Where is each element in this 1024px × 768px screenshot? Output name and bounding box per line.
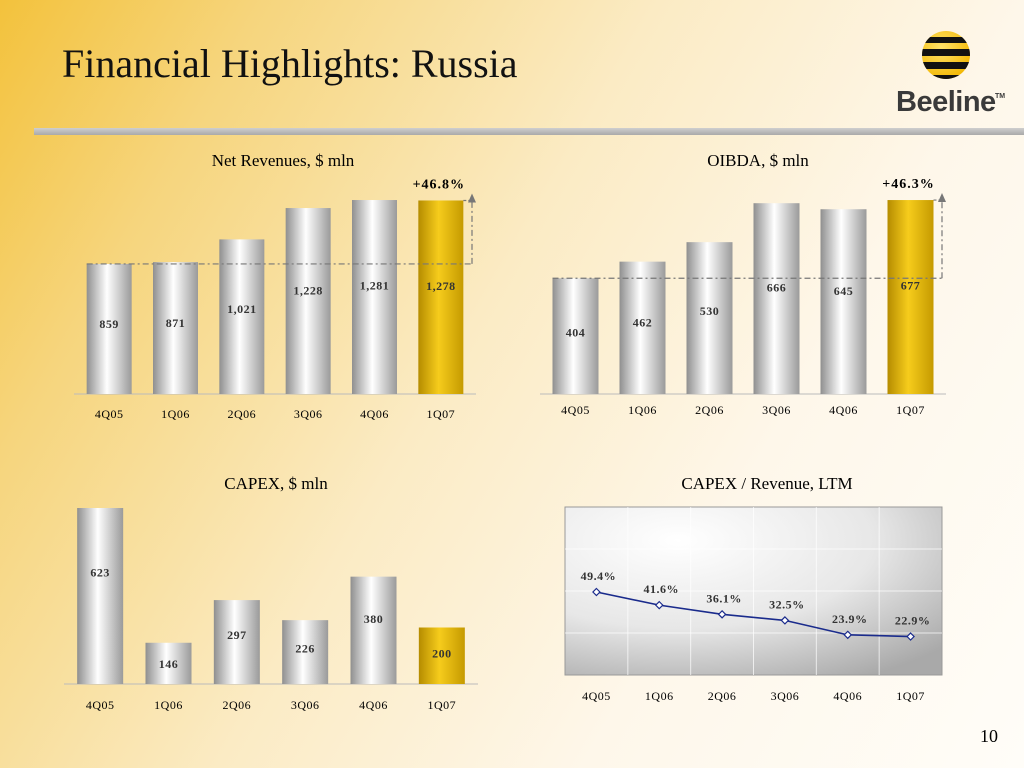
x-tick-label: 4Q06: [829, 403, 858, 417]
bar-4q06: [352, 200, 397, 394]
x-tick-label: 4Q05: [95, 407, 124, 421]
x-tick-label: 1Q06: [628, 403, 657, 417]
x-tick-label: 4Q06: [833, 689, 862, 703]
data-point: [717, 610, 727, 619]
data-label: 1,228: [293, 283, 323, 297]
data-point: [592, 587, 601, 597]
page-number: 10: [980, 726, 998, 746]
logo-wordmark: Beeline: [896, 86, 996, 118]
x-tick-label: 1Q06: [645, 689, 674, 703]
data-label: 404: [566, 326, 586, 340]
data-label: 462: [633, 316, 653, 330]
x-tick-label: 4Q05: [582, 689, 611, 703]
chart-title: CAPEX, $ mln: [224, 474, 328, 493]
x-tick-label: 3Q06: [771, 689, 800, 703]
x-tick-label: 1Q06: [154, 698, 183, 712]
x-tick-label: 3Q06: [294, 407, 323, 421]
x-tick-label: 1Q07: [427, 698, 456, 712]
x-tick-label: 1Q06: [161, 407, 190, 421]
chart-title: CAPEX / Revenue, LTM: [681, 474, 852, 493]
data-label: 666: [767, 281, 787, 295]
x-tick-label: 4Q05: [561, 403, 590, 417]
bar-4q05: [77, 508, 124, 684]
chart-title: OIBDA, $ mln: [707, 151, 809, 170]
oibda-chart: OIBDA, $ mln 404 462 530 666 645 677 4Q05 1Q06…: [540, 151, 946, 417]
x-tick-label: 1Q07: [426, 407, 455, 421]
bar-4q05: [552, 278, 599, 394]
x-tick-label: 2Q06: [695, 403, 724, 417]
bar-1q07: [887, 200, 934, 394]
data-label: 49.4%: [581, 569, 617, 583]
data-label: 677: [901, 279, 921, 293]
x-tick-label: 3Q06: [291, 698, 320, 712]
data-point: [780, 616, 790, 625]
x-tick-label: 1Q07: [896, 689, 925, 703]
bar-1q06: [619, 261, 666, 394]
data-label: 1,281: [360, 279, 390, 293]
capex-revenue-chart: CAPEX / Revenue, LTM 49.4% 41.6% 36.1% 32.5…: [564, 474, 943, 703]
x-tick-label: 4Q06: [360, 407, 389, 421]
bar-1q06: [153, 262, 198, 394]
data-label: 530: [700, 304, 720, 318]
data-label: 23.9%: [832, 612, 868, 626]
bar-1q07: [418, 200, 464, 394]
growth-annotation: +46.8%: [413, 177, 465, 192]
bar-4q06: [350, 576, 397, 684]
x-tick-label: 4Q06: [359, 698, 388, 712]
title-divider: [34, 128, 1024, 135]
data-label: 32.5%: [769, 597, 805, 611]
data-label: 41.6%: [644, 582, 680, 596]
bar-2q06: [686, 242, 733, 394]
bar-2q06: [219, 239, 265, 394]
data-label: 226: [295, 642, 315, 656]
x-tick-label: 3Q06: [762, 403, 791, 417]
x-tick-label: 2Q06: [227, 407, 256, 421]
data-label: 146: [159, 657, 179, 671]
logo-trademark: TM: [995, 93, 1006, 100]
page-title: Financial Highlights: Russia: [62, 41, 518, 86]
data-label: 22.9%: [895, 614, 931, 628]
growth-arrow-head-icon: [468, 193, 476, 203]
bar-3q06: [282, 620, 329, 684]
bar-1q06: [145, 642, 192, 684]
bar-3q06: [285, 208, 331, 394]
data-label: 859: [99, 317, 119, 331]
data-label: 1,278: [426, 279, 456, 293]
bar-1q07: [418, 627, 465, 684]
beeline-bee-icon: [922, 31, 970, 79]
chart-title: Net Revenues, $ mln: [212, 151, 355, 170]
bar-3q06: [753, 203, 800, 394]
bar-4q05: [86, 263, 132, 394]
beeline-logo: Beeline TM: [896, 30, 1006, 120]
growth-annotation: +46.3%: [882, 177, 934, 192]
x-tick-label: 1Q07: [896, 403, 925, 417]
data-point: [654, 600, 664, 610]
bar-4q06: [820, 209, 867, 394]
data-label: 645: [834, 284, 854, 298]
data-label: 200: [432, 647, 452, 661]
data-label: 36.1%: [706, 591, 742, 605]
data-label: 1,021: [227, 302, 257, 316]
capex-chart: CAPEX, $ mln 623 146 297 226 380 200 4Q05 1Q06…: [64, 474, 478, 712]
data-label: 380: [364, 612, 384, 626]
growth-arrow-head-icon: [938, 193, 946, 203]
series-line: [596, 591, 911, 638]
x-tick-label: 4Q05: [86, 698, 115, 712]
x-tick-label: 2Q06: [222, 698, 251, 712]
data-point: [843, 630, 853, 640]
data-label: 871: [166, 316, 186, 330]
x-tick-label: 2Q06: [708, 689, 737, 703]
data-point: [906, 632, 915, 641]
net-revenues-chart: Net Revenues, $ mln 859 871 1,021 1,228 1,28…: [74, 151, 476, 421]
data-label: 297: [227, 628, 247, 642]
bar-2q06: [213, 600, 260, 684]
data-label: 623: [90, 565, 110, 579]
